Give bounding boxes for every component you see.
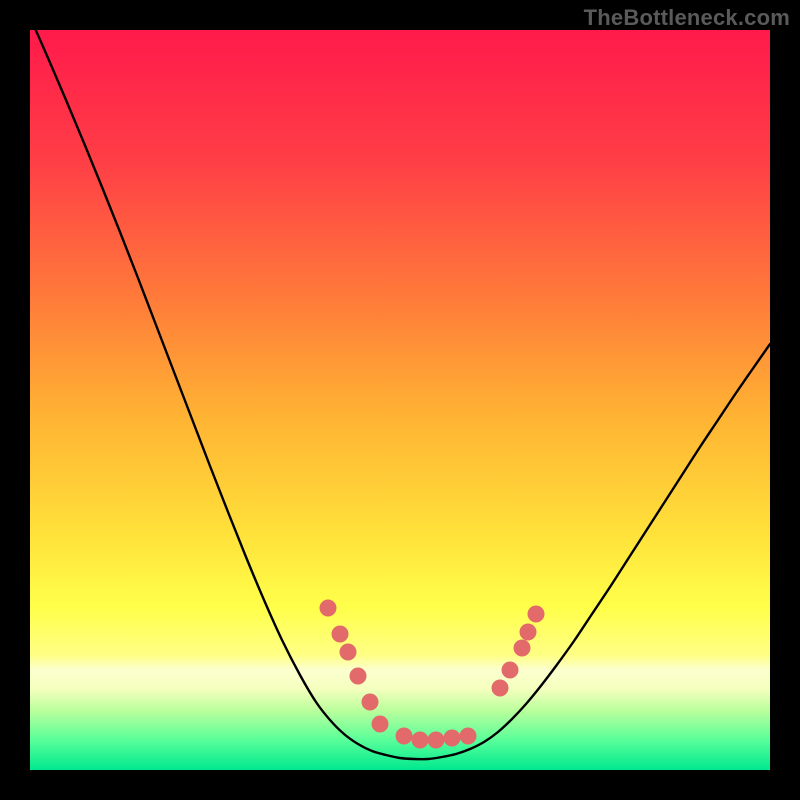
plot-area bbox=[30, 30, 770, 770]
curve-marker bbox=[412, 732, 429, 749]
watermark-text: TheBottleneck.com bbox=[584, 5, 790, 31]
curve-marker bbox=[528, 606, 545, 623]
curve-marker bbox=[332, 626, 349, 643]
curve-marker bbox=[372, 716, 389, 733]
curve-marker bbox=[350, 668, 367, 685]
curve-marker bbox=[492, 680, 509, 697]
curve-marker bbox=[460, 728, 477, 745]
curve-marker bbox=[340, 644, 357, 661]
curve-marker bbox=[362, 694, 379, 711]
curve-marker bbox=[444, 730, 461, 747]
curve-marker bbox=[396, 728, 413, 745]
curve-marker bbox=[320, 600, 337, 617]
curve-marker bbox=[502, 662, 519, 679]
curve-marker bbox=[520, 624, 537, 641]
curve-marker bbox=[514, 640, 531, 657]
curve-layer bbox=[30, 30, 770, 770]
bottleneck-curve bbox=[30, 30, 770, 759]
curve-marker bbox=[428, 732, 445, 749]
